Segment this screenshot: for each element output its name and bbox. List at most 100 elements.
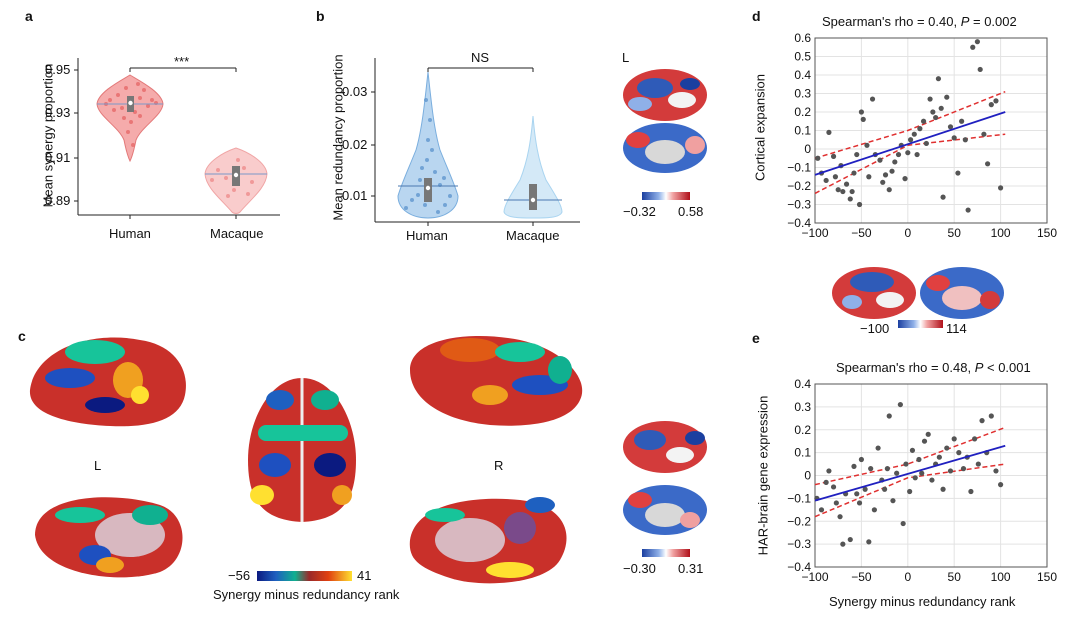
- data-point-34: [917, 126, 923, 132]
- panel-b-colorbar-min: −0.32: [623, 204, 656, 219]
- y-tick-label-4: 0: [804, 469, 811, 483]
- data-point-24: [886, 187, 892, 193]
- data-point-43: [944, 94, 950, 100]
- data-point-14: [856, 201, 863, 208]
- data-point-46: [955, 170, 961, 176]
- y-tick-label-5: 0.1: [794, 446, 811, 460]
- data-point-6: [837, 514, 843, 520]
- data-point-9: [843, 181, 850, 187]
- data-point-24: [894, 470, 900, 476]
- x-tick-label-4: 100: [991, 226, 1011, 240]
- y-tick-label-0: −0.4: [787, 216, 811, 230]
- panel-a-ytick-2: 0.91: [45, 150, 71, 165]
- data-point-4: [830, 153, 837, 159]
- data-point-18: [875, 445, 881, 451]
- data-point-46: [972, 436, 978, 442]
- data-point-48: [962, 137, 968, 143]
- data-point-5: [833, 500, 839, 506]
- x-tick-label-4: 100: [991, 570, 1011, 584]
- data-point-15: [858, 109, 865, 115]
- data-point-13: [858, 456, 865, 463]
- brain-d-lateral: [832, 267, 916, 319]
- data-point-38: [940, 486, 946, 492]
- data-point-0: [815, 155, 821, 161]
- data-point-17: [864, 142, 870, 148]
- data-point-51: [993, 468, 999, 474]
- data-point-25: [889, 168, 895, 174]
- data-point-25: [897, 401, 903, 408]
- data-point-52: [998, 482, 1004, 488]
- box-macaque-b: [529, 184, 537, 210]
- panel-c-colorbar-title: Synergy minus redundancy rank: [213, 587, 400, 602]
- data-point-45: [951, 135, 957, 141]
- panel-c-right-label: R: [494, 458, 504, 473]
- violin-human-b: [397, 71, 459, 219]
- y-tick-label-7: 0.3: [794, 400, 811, 414]
- data-point-12: [856, 500, 863, 506]
- panel-label-d: d: [752, 8, 761, 24]
- y-tick-label-5: 0.1: [794, 124, 811, 138]
- panel-b-ytick-0: 0.03: [342, 84, 368, 99]
- violin-macaque-points: [210, 158, 254, 198]
- panel-b-category-human: Human: [406, 228, 448, 243]
- colorbar-c: [257, 571, 352, 581]
- data-point-3: [826, 468, 832, 474]
- y-tick-label-7: 0.3: [794, 87, 811, 101]
- data-point-41: [951, 436, 957, 442]
- data-point-21: [877, 157, 883, 163]
- panel-label-e: e: [752, 330, 760, 346]
- y-tick-label-0: −0.4: [787, 560, 811, 574]
- x-tick-label-5: 150: [1037, 570, 1057, 584]
- data-point-35: [920, 118, 927, 124]
- data-point-1: [818, 507, 825, 513]
- fit-line: [814, 111, 1006, 176]
- data-point-10: [847, 196, 853, 202]
- panel-a-plot: [74, 58, 280, 219]
- ci-lower-line: [814, 133, 1006, 195]
- x-tick-label-3: 50: [948, 226, 962, 240]
- panel-label-a: a: [25, 8, 33, 24]
- data-point-30: [912, 475, 918, 481]
- y-tick-label-1: −0.3: [787, 537, 811, 551]
- data-point-53: [981, 131, 987, 137]
- data-point-30: [905, 150, 911, 156]
- y-tick-label-2: −0.2: [787, 514, 811, 528]
- data-point-9: [847, 536, 853, 543]
- plot-frame: [814, 383, 1048, 568]
- brain-c-right-lateral: [410, 335, 583, 426]
- y-tick-label-8: 0.4: [794, 68, 811, 82]
- data-point-26: [900, 520, 906, 527]
- data-point-27: [903, 461, 909, 467]
- scatter-plot-d: −100 −50 0 50 100 150 −0.4 −0.3 −0.2 −0.1 0 0.1 0.2 0…: [787, 31, 1057, 240]
- data-point-50: [970, 44, 976, 50]
- panel-a-ytick-3: 0.89: [45, 193, 71, 208]
- data-point-35: [929, 477, 935, 483]
- y-tick-label-8: 0.4: [794, 377, 811, 391]
- panel-b-hemisphere-label: L: [622, 50, 630, 65]
- x-tick-label-3: 50: [948, 570, 962, 584]
- data-point-47: [959, 118, 965, 124]
- panel-d-title: Spearman's rho = 0.40, P = 0.002: [822, 14, 1017, 29]
- y-tick-label-9: 0.5: [794, 50, 811, 64]
- panel-a-category-human: Human: [109, 226, 151, 241]
- panel-a-ytick-1: 0.93: [45, 105, 71, 120]
- data-point-2: [823, 479, 829, 485]
- colorbar-d: [898, 320, 943, 328]
- brain-d-medial: [920, 267, 1004, 319]
- panel-c-colorbar-max: 41: [357, 568, 372, 583]
- y-tick-label-3: −0.1: [787, 491, 811, 505]
- data-point-36: [923, 140, 929, 147]
- x-tick-label-0: −100: [801, 570, 828, 584]
- brain-c-small-lateral: [623, 421, 707, 473]
- data-point-42: [940, 194, 946, 200]
- data-point-38: [930, 109, 936, 115]
- panel-a-category-macaque: Macaque: [210, 226, 264, 241]
- panel-label-c: c: [18, 328, 26, 344]
- panel-b-ytick-1: 0.02: [342, 137, 368, 152]
- violin-human-points: [104, 82, 158, 147]
- data-point-26: [892, 159, 898, 165]
- brain-b-medial: [623, 123, 707, 173]
- violin-macaque-b: [503, 115, 563, 219]
- data-point-37: [927, 96, 933, 102]
